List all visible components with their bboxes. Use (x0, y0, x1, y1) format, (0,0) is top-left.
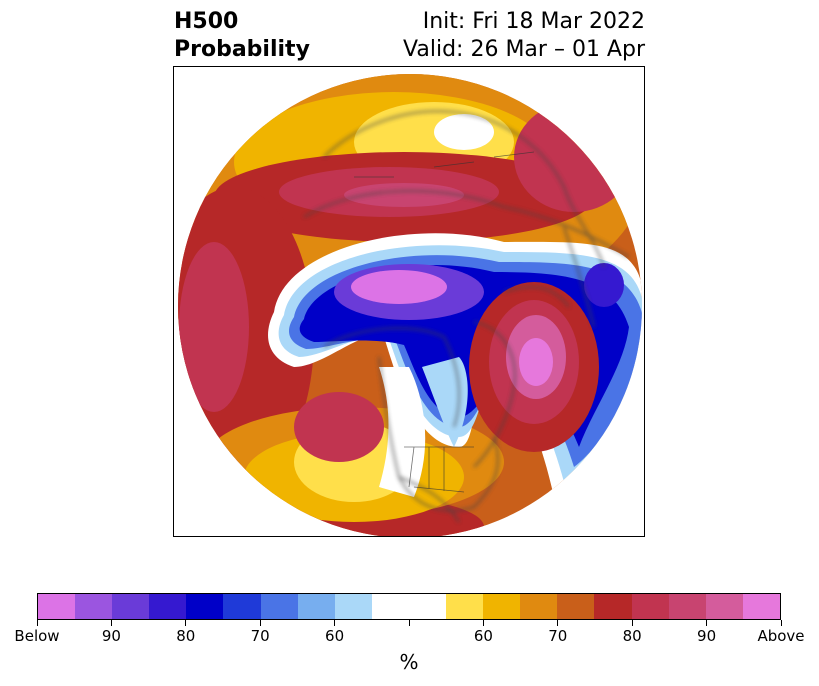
field-us-lightblue (422, 357, 468, 447)
colorbar-cell (297, 594, 335, 619)
field-atlantic-core (519, 338, 553, 386)
colorbar-cell (149, 594, 187, 619)
colorbar-cell (186, 594, 224, 619)
colorbar-tick (185, 620, 187, 626)
colorbar-tick-label: Above (757, 627, 805, 645)
colorbar-tick-label: 60 (325, 627, 345, 645)
colorbar-tick-label: 70 (250, 627, 270, 645)
title-product: Probability (174, 37, 310, 62)
field-east-blue-core (584, 263, 624, 307)
field-pacific-maroon (294, 392, 384, 462)
colorbar-cell (371, 594, 409, 619)
coastlines (303, 110, 630, 523)
borders (354, 151, 535, 493)
field-west-maroon (179, 242, 249, 412)
colorbar-tick (780, 620, 782, 626)
colorbar-tick-label: 90 (697, 627, 717, 645)
field-white-north (434, 114, 494, 150)
colorbar-tick (557, 620, 559, 626)
coast-alaska-canada (323, 327, 460, 428)
colorbar-cell (631, 594, 669, 619)
field-violet-core (351, 270, 447, 304)
coast-gulf (398, 476, 460, 523)
border-eurasia (354, 151, 535, 178)
colorbar-tick (36, 620, 38, 626)
colorbar-units-label: % (399, 650, 419, 674)
colorbar-cell (742, 594, 780, 619)
chart-title-left: H500 Probability (174, 8, 310, 64)
colorbar-cell (75, 594, 113, 619)
coast-scandinavia (563, 226, 595, 328)
colorbar (37, 593, 781, 620)
colorbar-tick-label: 80 (622, 627, 642, 645)
coast-eurasia-north (323, 110, 605, 268)
colorbar-cell (520, 594, 558, 619)
title-valid-range: Valid: 26 Mar – 01 Apr (403, 37, 645, 62)
colorbar-cell (705, 594, 743, 619)
colorbar-tick (482, 620, 484, 626)
colorbar-tick (408, 620, 410, 626)
probability-map (173, 66, 645, 537)
colorbar-tick (631, 620, 633, 626)
probability-field (178, 74, 642, 536)
title-variable: H500 (174, 9, 239, 34)
field-ne-maroon (514, 102, 634, 212)
colorbar-tick-label: 80 (176, 627, 196, 645)
colorbar-tick (259, 620, 261, 626)
colorbar-tick-label: Below (14, 627, 60, 645)
colorbar-cell (483, 594, 521, 619)
colorbar-tick (706, 620, 708, 626)
colorbar-cell (112, 594, 150, 619)
colorbar-tick (334, 620, 336, 626)
colorbar-cell (260, 594, 298, 619)
title-init-date: Init: Fri 18 Mar 2022 (422, 9, 645, 34)
chart-title-right: Init: Fri 18 Mar 2022 Valid: 26 Mar – 01… (403, 8, 645, 64)
colorbar-cell (446, 594, 484, 619)
coast-north-america-west (378, 356, 499, 512)
coast-greenland-north (503, 286, 570, 308)
colorbar-cell (334, 594, 372, 619)
coast-greenland-hudson (473, 321, 516, 468)
field-us-neutral (379, 367, 426, 497)
border-us-mexico (413, 486, 465, 493)
colorbar-tick-label: 60 (473, 627, 493, 645)
colorbar-cell (594, 594, 632, 619)
colorbar-tick-label: 90 (101, 627, 121, 645)
colorbar-cell (223, 594, 261, 619)
field-pink-band (344, 183, 464, 207)
colorbar-cell (408, 594, 447, 619)
colorbar-cell (557, 594, 595, 619)
colorbar-cell (38, 594, 76, 619)
colorbar-tick-label: 70 (548, 627, 568, 645)
border-us-states (408, 446, 445, 491)
colorbar-cell (668, 594, 706, 619)
coast-siberia (303, 190, 630, 258)
colorbar-tick (110, 620, 112, 626)
probability-map-svg (178, 74, 642, 536)
